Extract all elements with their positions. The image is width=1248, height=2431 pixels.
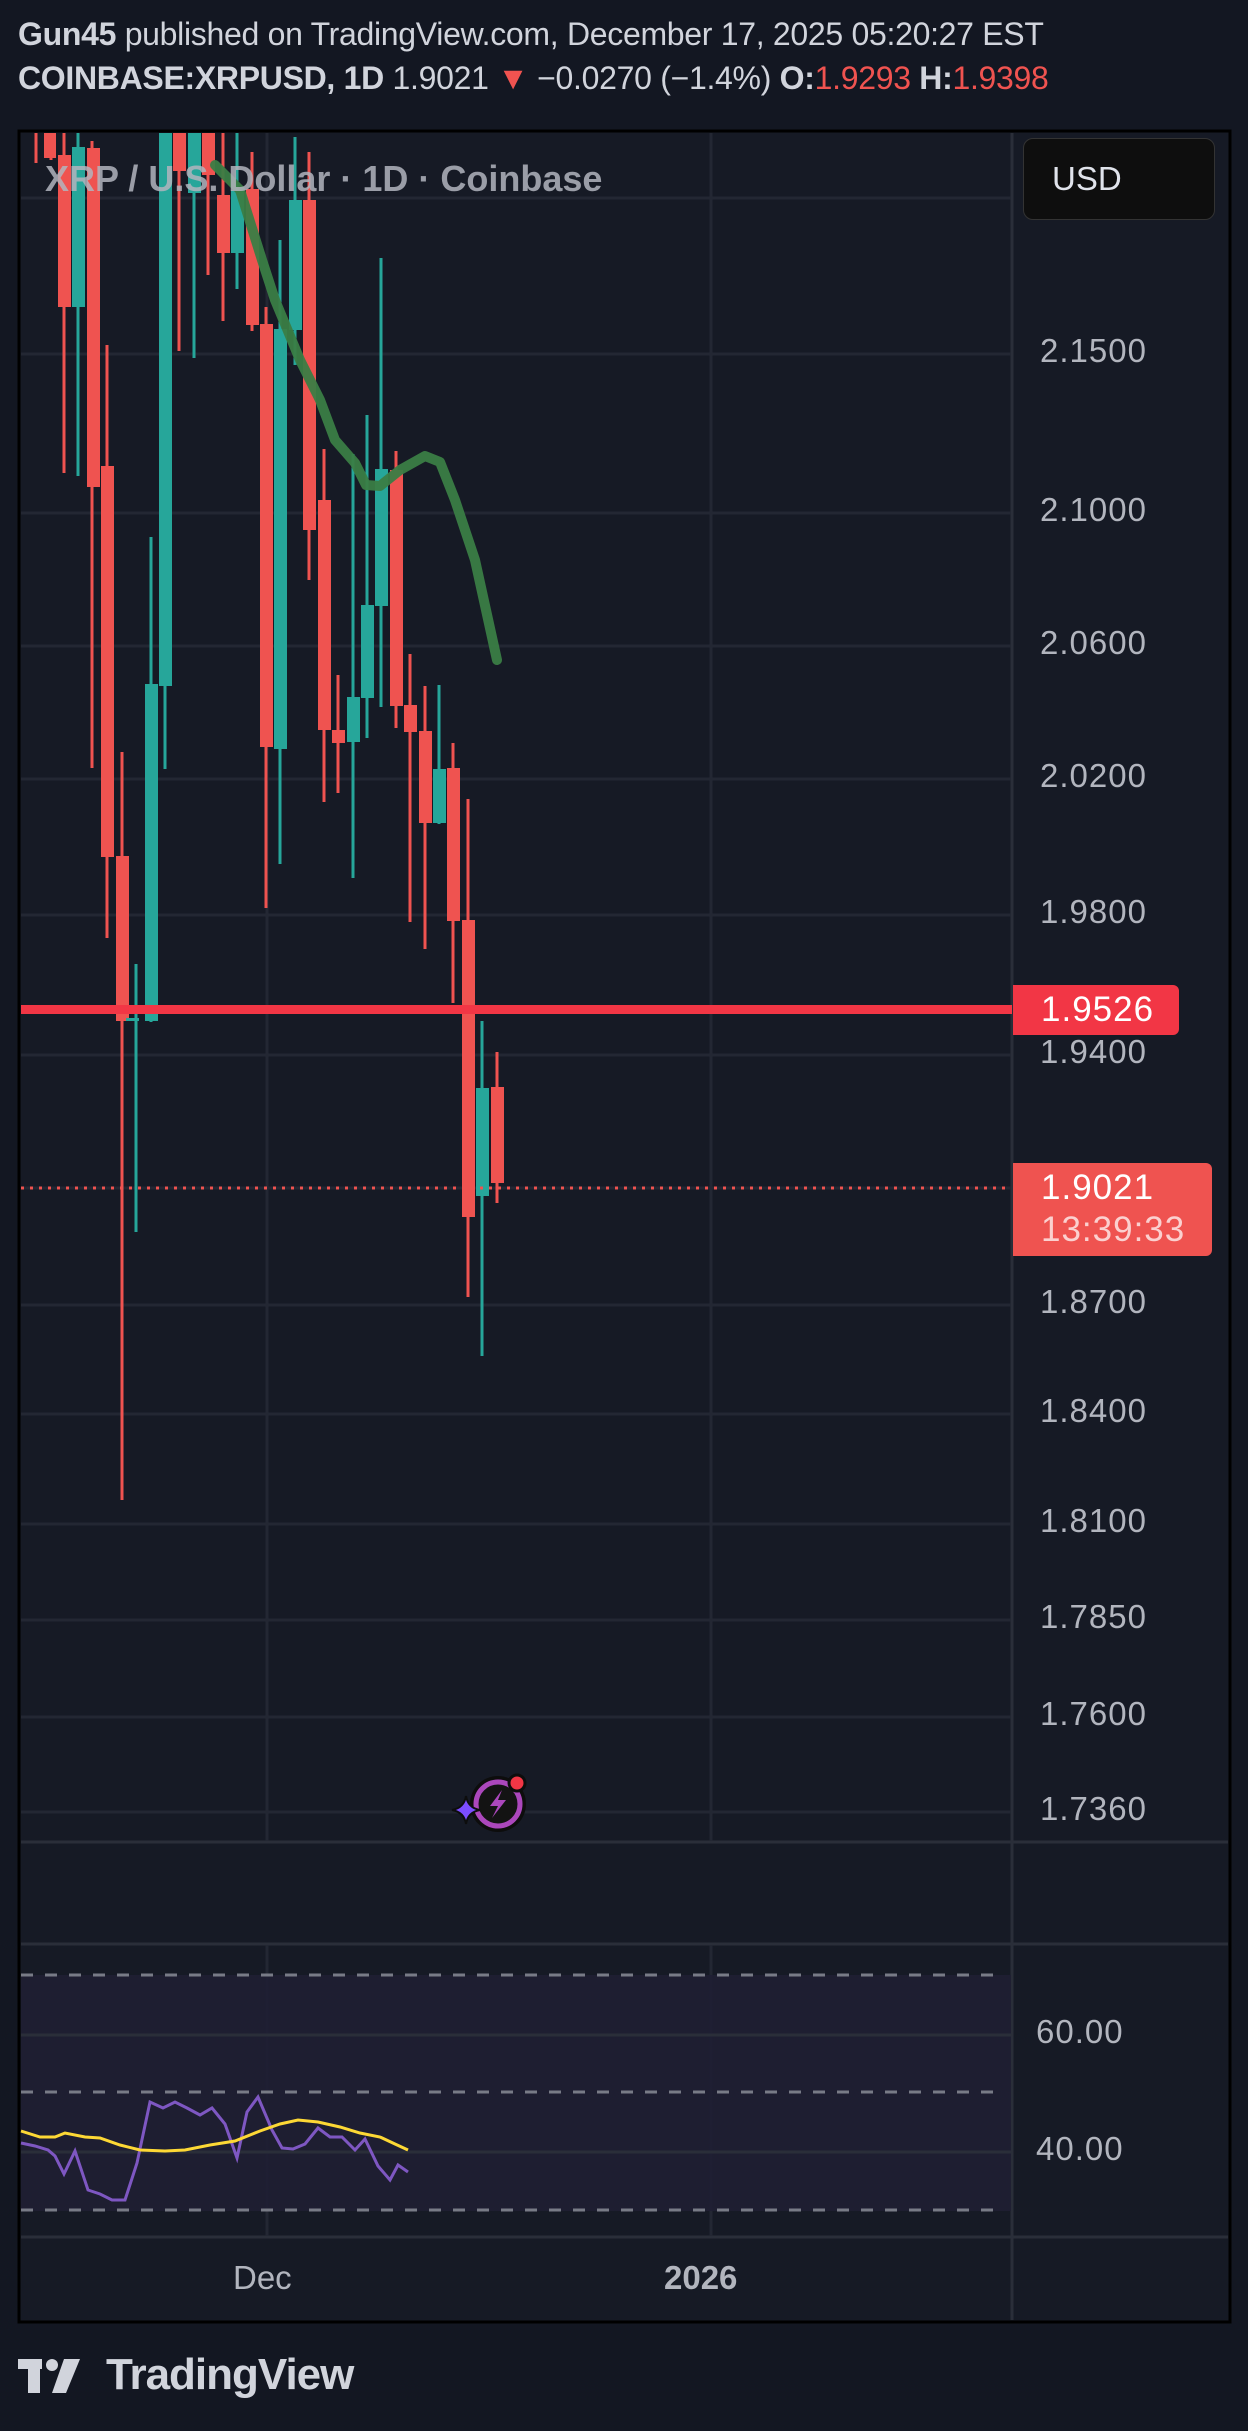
author-name[interactable]: Gun45 <box>18 16 117 52</box>
price-tick: 1.7360 <box>1040 1790 1147 1827</box>
last-price-value: 1.9021 <box>1041 1168 1155 1207</box>
time-tick-dec: Dec <box>233 2259 292 2296</box>
candles <box>34 133 504 1500</box>
open-value: 1.9293 <box>814 60 911 96</box>
horizontal-level-line <box>21 1005 1012 1014</box>
price-tick: 2.0200 <box>1040 757 1147 794</box>
price-change: −0.0270 (−1.4%) <box>537 60 772 96</box>
symbol-name: COINBASE:XRPUSD, 1D <box>18 60 384 96</box>
price-tick: 2.1500 <box>1040 332 1147 369</box>
high-label: H: <box>919 60 953 96</box>
price-tick: 2.1000 <box>1040 491 1147 528</box>
price-tick: 1.7600 <box>1040 1695 1147 1732</box>
time-tick-2026: 2026 <box>664 2259 738 2296</box>
rsi-tick: 40.00 <box>1036 2130 1124 2167</box>
high-value: 1.9398 <box>952 60 1049 96</box>
price-tick: 1.7850 <box>1040 1598 1147 1635</box>
tradingview-logo-icon <box>18 2359 80 2393</box>
publish-line: Gun45 published on TradingView.com, Dece… <box>18 12 1248 56</box>
price-tick: 1.8400 <box>1040 1392 1147 1429</box>
rsi-ma-line <box>20 2118 409 2153</box>
symbol-line: COINBASE:XRPUSD, 1D 1.9021 ▼ −0.0270 (−1… <box>18 56 1248 100</box>
publish-header: Gun45 published on TradingView.com, Dece… <box>18 12 1248 100</box>
moving-average-line <box>210 160 502 665</box>
down-triangle-icon: ▼ <box>497 60 529 96</box>
published-text: published on TradingView.com, December 1… <box>124 16 1044 52</box>
open-label: O: <box>779 60 815 96</box>
ai-assistant-icon[interactable] <box>448 1768 536 1840</box>
price-grid <box>21 196 1011 1814</box>
last-price-label: 1.9021 13:39:33 <box>1013 1163 1212 1256</box>
price-tick: 1.9800 <box>1040 893 1147 930</box>
symbol-legend[interactable]: XRP / U.S. Dollar · 1D · Coinbase <box>45 158 603 199</box>
tradingview-brand[interactable]: TradingView <box>18 2350 354 2400</box>
currency-button[interactable]: USD <box>1023 138 1215 220</box>
rsi-line <box>20 2093 409 2202</box>
horizontal-level-label: 1.9526 <box>1013 985 1179 1035</box>
last-price: 1.9021 <box>392 60 489 96</box>
rsi-tick: 60.00 <box>1036 2013 1124 2050</box>
price-tick: 1.8100 <box>1040 1502 1147 1539</box>
price-tick: 2.0600 <box>1040 624 1147 661</box>
brand-name: TradingView <box>106 2350 354 2399</box>
price-tick: 1.9400 <box>1040 1033 1147 1070</box>
price-tick: 1.8700 <box>1040 1283 1147 1320</box>
bar-countdown: 13:39:33 <box>1041 1210 1186 1249</box>
